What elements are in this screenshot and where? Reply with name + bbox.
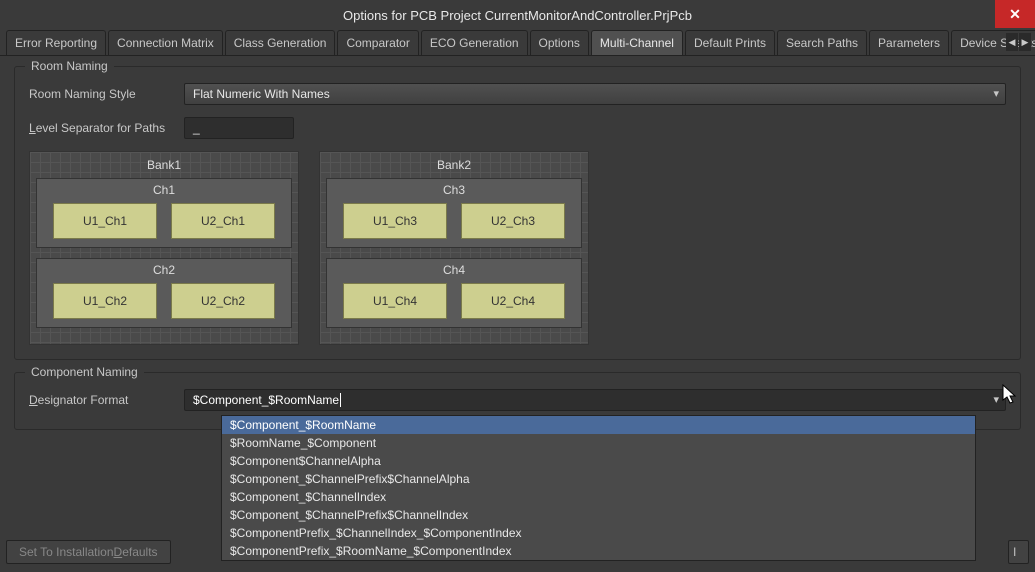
room-naming-style-row: Room Naming Style Flat Numeric With Name…: [29, 83, 1006, 105]
dropdown-item[interactable]: $ComponentPrefix_$RoomName_$ComponentInd…: [222, 542, 975, 560]
channel-title: Ch2: [45, 263, 283, 277]
text-caret: [340, 393, 341, 407]
unit-row: U1_Ch2 U2_Ch2: [45, 283, 283, 319]
tab-scroll-right[interactable]: ▶: [1019, 33, 1031, 51]
dropdown-item[interactable]: $Component_$ChannelIndex: [222, 488, 975, 506]
footer-left: Set To Installation Defaults: [6, 540, 171, 564]
tab-class-generation[interactable]: Class Generation: [225, 30, 336, 55]
options-dialog: Options for PCB Project CurrentMonitorAn…: [0, 0, 1035, 572]
dropdown-item[interactable]: $Component_$RoomName: [222, 416, 975, 434]
designator-format-label: Designator Format: [29, 393, 184, 407]
content-area: Room Naming Room Naming Style Flat Numer…: [0, 56, 1035, 572]
tab-options[interactable]: Options: [530, 30, 589, 55]
close-icon: ✕: [1009, 6, 1021, 23]
level-separator-value: _: [193, 121, 200, 135]
bank-bank1: Bank1 Ch1 U1_Ch1 U2_Ch1 Ch2 U1_Ch2 U2_Ch2: [29, 151, 299, 345]
unit-cell: U2_Ch3: [461, 203, 565, 239]
tab-default-prints[interactable]: Default Prints: [685, 30, 775, 55]
unit-cell: U1_Ch2: [53, 283, 157, 319]
tab-search-paths[interactable]: Search Paths: [777, 30, 867, 55]
room-naming-group: Room Naming Room Naming Style Flat Numer…: [14, 66, 1021, 360]
tab-connection-matrix[interactable]: Connection Matrix: [108, 30, 223, 55]
channel-title: Ch1: [45, 183, 283, 197]
component-naming-group: Component Naming Designator Format $Comp…: [14, 372, 1021, 430]
designator-format-dropdown[interactable]: $Component_$RoomName$RoomName_$Component…: [221, 415, 976, 561]
unit-row: U1_Ch4 U2_Ch4: [335, 283, 573, 319]
cancel-button-obscured[interactable]: l: [1008, 540, 1029, 564]
component-naming-title: Component Naming: [25, 365, 144, 379]
window-title: Options for PCB Project CurrentMonitorAn…: [343, 8, 692, 23]
tabstrip: Error ReportingConnection MatrixClass Ge…: [0, 30, 1035, 56]
designator-format-row: Designator Format $Component_$RoomName: [29, 389, 1006, 411]
tab-multi-channel[interactable]: Multi-Channel: [591, 30, 683, 55]
designator-format-value: $Component_$RoomName: [193, 393, 339, 407]
unit-row: U1_Ch1 U2_Ch1: [45, 203, 283, 239]
bank-title: Bank2: [326, 158, 582, 172]
level-separator-input[interactable]: _: [184, 117, 294, 139]
tab-parameters[interactable]: Parameters: [869, 30, 949, 55]
bank-title: Bank1: [36, 158, 292, 172]
level-separator-label: Level Separator for Paths: [29, 121, 184, 135]
unit-row: U1_Ch3 U2_Ch3: [335, 203, 573, 239]
channel-ch3: Ch3 U1_Ch3 U2_Ch3: [326, 178, 582, 248]
tab-eco-generation[interactable]: ECO Generation: [421, 30, 528, 55]
dropdown-item[interactable]: $Component$ChannelAlpha: [222, 452, 975, 470]
tab-scroll-controls: ◀ ▶: [1006, 33, 1031, 51]
close-button[interactable]: ✕: [995, 0, 1035, 28]
channel-title: Ch3: [335, 183, 573, 197]
unit-cell: U1_Ch1: [53, 203, 157, 239]
dropdown-item[interactable]: $ComponentPrefix_$ChannelIndex_$Componen…: [222, 524, 975, 542]
unit-cell: U1_Ch3: [343, 203, 447, 239]
unit-cell: U2_Ch1: [171, 203, 275, 239]
tab-error-reporting[interactable]: Error Reporting: [6, 30, 106, 55]
channel-title: Ch4: [335, 263, 573, 277]
tab-comparator[interactable]: Comparator: [337, 30, 418, 55]
tab-scroll-left[interactable]: ◀: [1006, 33, 1018, 51]
designator-format-combo[interactable]: $Component_$RoomName: [184, 389, 1006, 411]
bank-bank2: Bank2 Ch3 U1_Ch3 U2_Ch3 Ch4 U1_Ch4 U2_Ch4: [319, 151, 589, 345]
dropdown-item[interactable]: $Component_$ChannelPrefix$ChannelAlpha: [222, 470, 975, 488]
unit-cell: U1_Ch4: [343, 283, 447, 319]
dropdown-item[interactable]: $Component_$ChannelPrefix$ChannelIndex: [222, 506, 975, 524]
unit-cell: U2_Ch2: [171, 283, 275, 319]
channel-ch2: Ch2 U1_Ch2 U2_Ch2: [36, 258, 292, 328]
room-naming-style-combo[interactable]: Flat Numeric With Names: [184, 83, 1006, 105]
room-naming-style-label: Room Naming Style: [29, 87, 184, 101]
level-separator-row: Level Separator for Paths _: [29, 117, 1006, 139]
titlebar: Options for PCB Project CurrentMonitorAn…: [0, 0, 1035, 30]
channel-ch1: Ch1 U1_Ch1 U2_Ch1: [36, 178, 292, 248]
unit-cell: U2_Ch4: [461, 283, 565, 319]
bank-preview-area: Bank1 Ch1 U1_Ch1 U2_Ch1 Ch2 U1_Ch2 U2_Ch2 Bank2…: [29, 151, 1006, 345]
footer-right: l: [1008, 540, 1029, 564]
room-naming-style-value: Flat Numeric With Names: [193, 87, 330, 101]
channel-ch4: Ch4 U1_Ch4 U2_Ch4: [326, 258, 582, 328]
dropdown-item[interactable]: $RoomName_$Component: [222, 434, 975, 452]
set-defaults-button[interactable]: Set To Installation Defaults: [6, 540, 171, 564]
room-naming-title: Room Naming: [25, 59, 114, 73]
